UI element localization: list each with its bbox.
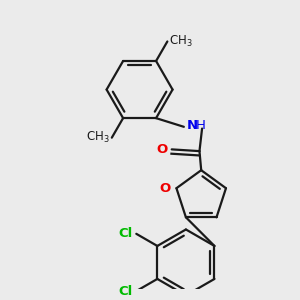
Text: N: N (187, 119, 198, 132)
Text: Cl: Cl (118, 285, 133, 298)
Text: CH$_3$: CH$_3$ (169, 34, 193, 49)
Text: CH$_3$: CH$_3$ (86, 130, 110, 145)
Text: O: O (159, 182, 170, 195)
Text: O: O (156, 143, 167, 156)
Text: H: H (196, 119, 206, 132)
Text: Cl: Cl (118, 227, 133, 240)
